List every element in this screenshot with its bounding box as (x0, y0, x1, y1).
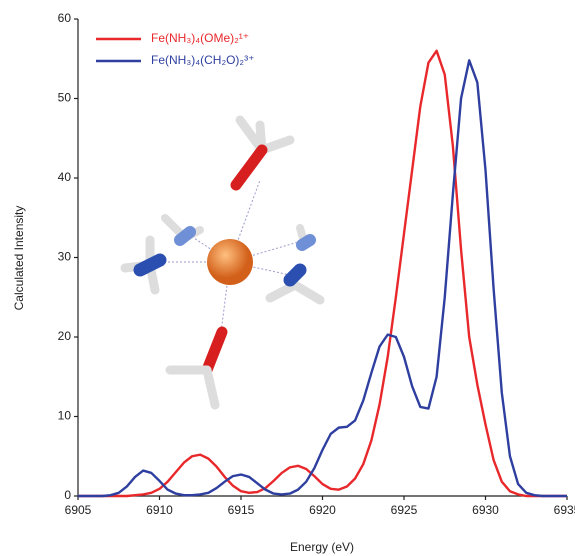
x-tick-label: 6920 (309, 503, 336, 517)
x-tick-label: 6910 (146, 503, 173, 517)
series-line (78, 49, 567, 498)
legend-label: Fe(NH₃)₄(CH₂O)₂³⁺ (151, 53, 254, 67)
legend-label: Fe(NH₃)₄(OMe)₂¹⁺ (151, 31, 249, 45)
x-tick-label: 6905 (65, 503, 92, 517)
x-tick-label: 6915 (228, 503, 255, 517)
y-tick-label: 20 (58, 329, 72, 343)
molecule-illustration (120, 115, 325, 410)
x-tick-label: 6935 (554, 503, 575, 517)
x-tick-label: 6925 (391, 503, 418, 517)
x-axis-label: Energy (eV) (290, 540, 354, 554)
y-tick-label: 0 (64, 488, 71, 502)
y-tick-label: 10 (58, 409, 72, 423)
y-tick-label: 30 (58, 250, 72, 264)
x-tick-label: 6930 (472, 503, 499, 517)
series-line (78, 59, 567, 498)
y-tick-label: 50 (58, 91, 72, 105)
y-tick-label: 60 (58, 11, 72, 25)
y-tick-label: 40 (58, 170, 72, 184)
y-axis-label: Calculated Intensity (12, 206, 26, 311)
